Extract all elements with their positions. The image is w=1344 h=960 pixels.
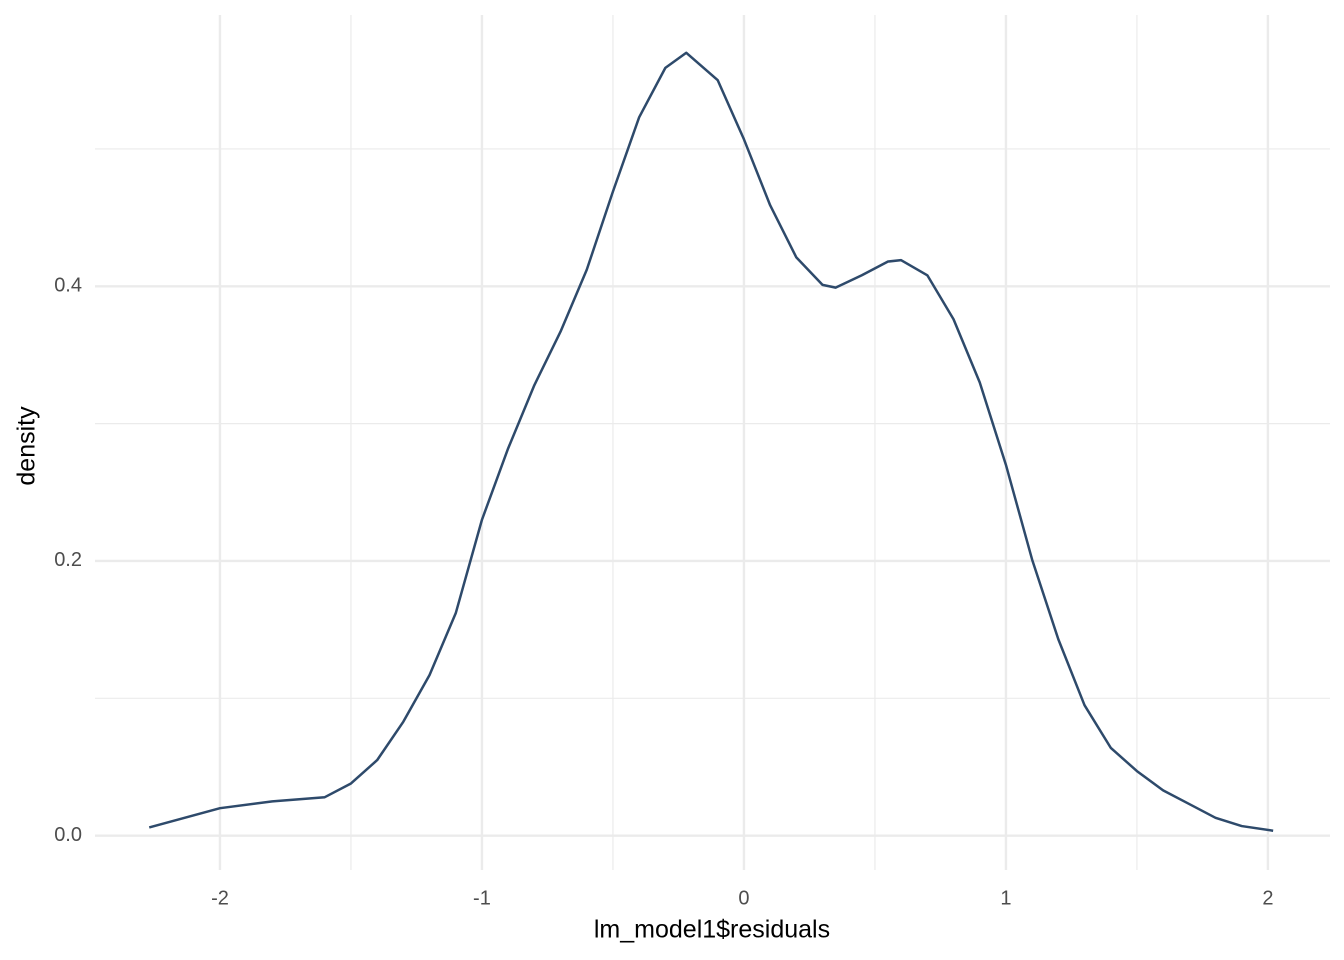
density-line — [148, 51, 1274, 832]
x-tick-label: 2 — [1262, 887, 1273, 909]
x-axis-title: lm_model1$residuals — [594, 916, 830, 944]
y-tick-label: 0.0 — [54, 824, 82, 846]
x-tick-label: -1 — [473, 887, 491, 909]
y-tick-label: 0.2 — [54, 549, 82, 571]
x-tick-label: 0 — [738, 887, 749, 909]
x-tick-label: -2 — [211, 887, 229, 909]
grid — [95, 15, 1330, 870]
y-tick-label: 0.4 — [54, 275, 82, 297]
y-axis-title: density — [13, 406, 41, 486]
x-tick-label: 1 — [1000, 887, 1011, 909]
